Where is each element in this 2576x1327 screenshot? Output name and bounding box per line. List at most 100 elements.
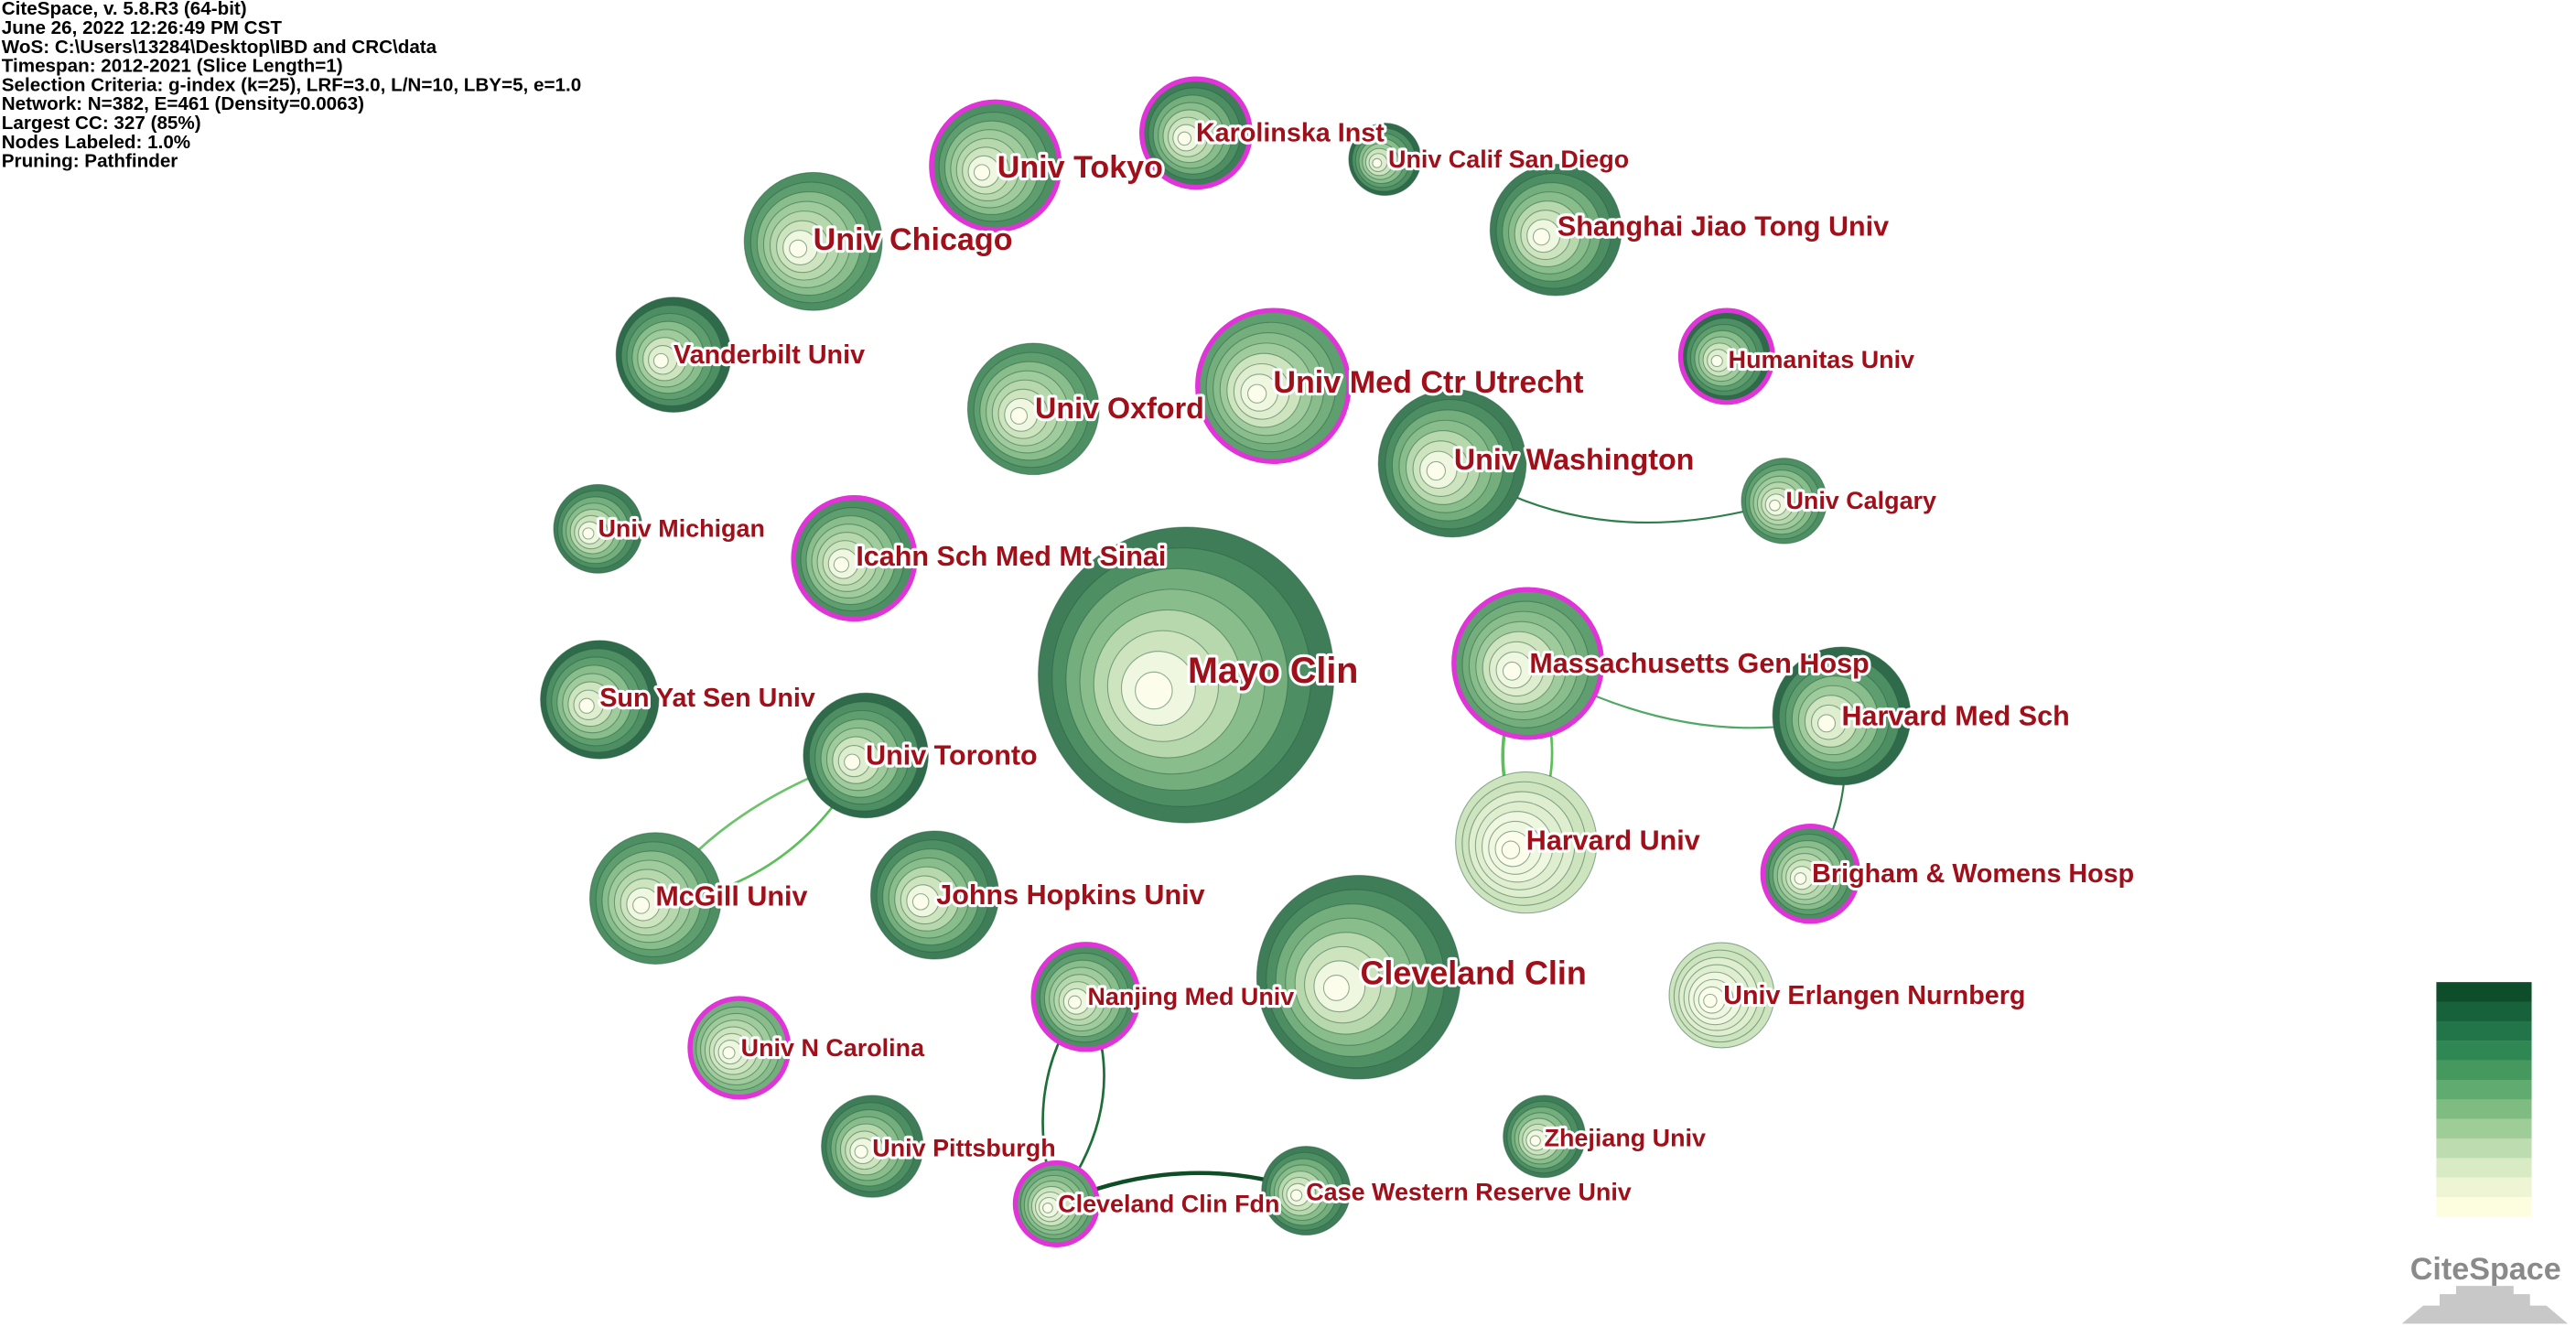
node-ring: [1042, 1203, 1053, 1214]
header: CiteSpace, v. 5.8.R3 (64-bit)June 26, 20…: [2, 0, 581, 172]
node-ring: [582, 527, 595, 540]
node-label: Univ Chicago: [814, 222, 1013, 257]
node: [1348, 123, 1422, 197]
node-label: Cleveland Clin Fdn: [1058, 1190, 1279, 1217]
legend-swatch: [2436, 1079, 2532, 1100]
node-label: Univ Med Ctr Utrecht: [1273, 365, 1583, 400]
node-ring: [1769, 499, 1781, 512]
header-line: Largest CC: 327 (85%): [2, 113, 201, 134]
node-label: Brigham & Womens Hosp: [1812, 859, 2134, 889]
header-line: Pruning: Pathfinder: [2, 151, 178, 172]
node-ring: [1426, 460, 1446, 481]
node-ring: [1502, 661, 1522, 681]
centrality-ring: [1030, 942, 1141, 1052]
legend-swatch: [2436, 1001, 2532, 1022]
nodes: [540, 76, 1912, 1247]
labels: Karolinska Inst Univ Tokyo Univ Calif San …: [595, 116, 2137, 1221]
node: [869, 830, 1000, 960]
node-ring: [1817, 714, 1836, 733]
centrality-ring: [929, 99, 1062, 232]
node: [791, 495, 918, 622]
legend-swatch: [2436, 1099, 2532, 1119]
legend-swatch: [2436, 1138, 2532, 1159]
node-label: Univ Pittsburgh: [872, 1134, 1055, 1161]
node: [1139, 76, 1253, 190]
node: [1195, 307, 1352, 464]
node-label: Harvard Univ: [1526, 825, 1700, 857]
node-label: Univ Toronto: [866, 739, 1038, 771]
centrality-ring: [1677, 307, 1775, 405]
header-line: Nodes Labeled: 1.0%: [2, 132, 190, 153]
legend-swatch: [2436, 1118, 2532, 1139]
header-line: CiteSpace, v. 5.8.R3 (64-bit): [2, 0, 247, 19]
node-label: Humanitas Univ: [1729, 346, 1914, 373]
legend-swatch: [2436, 1060, 2532, 1081]
node-label: Cleveland Clin: [1360, 955, 1586, 991]
node-ring: [1322, 974, 1350, 1001]
legend-swatch: [2436, 982, 2532, 1002]
node: [1772, 646, 1912, 786]
node-label: Icahn Sch Med Mt Sinai: [856, 541, 1166, 572]
node: [1256, 874, 1461, 1080]
node-label: Mayo Clin: [1188, 651, 1358, 691]
node-label: Shanghai Jiao Tong Univ: [1557, 211, 1889, 243]
node-label: Univ Calgary: [1785, 487, 1936, 514]
node-ring: [1135, 671, 1173, 710]
node-ring: [1529, 1135, 1541, 1147]
centrality-ring: [1139, 76, 1253, 190]
centrality-ring: [1760, 823, 1861, 924]
node-label: Johns Hopkins Univ: [936, 879, 1204, 911]
node-ring: [1247, 383, 1267, 404]
legend-swatch: [2436, 1020, 2532, 1041]
centrality-ring: [687, 996, 792, 1100]
node: [1377, 388, 1527, 538]
centrality-ring: [791, 495, 918, 622]
node: [687, 996, 792, 1100]
node: [615, 297, 732, 413]
node-label: Karolinska Inst: [1196, 119, 1385, 148]
centrality-ring: [1195, 307, 1352, 464]
node-ring: [1010, 406, 1029, 425]
node-label: Massachusetts Gen Hosp: [1529, 648, 1869, 679]
node-ring: [1372, 157, 1383, 168]
node: [540, 640, 660, 760]
node-ring: [844, 753, 861, 771]
node-ring: [632, 896, 651, 914]
legend-swatch: [2436, 1158, 2532, 1178]
node: [966, 342, 1100, 476]
header-line: WoS: C:\Users\13284\Desktop\IBD and CRC\…: [2, 37, 437, 58]
node: [553, 483, 643, 574]
logo-icon: [2401, 1286, 2569, 1324]
node: [588, 832, 722, 965]
node-label: Univ Erlangen Nurnberg: [1723, 981, 2025, 1010]
color-legend: [2436, 982, 2532, 1217]
node: [1503, 1095, 1586, 1179]
node: [1455, 771, 1598, 914]
logo-text: CiteSpace: [2410, 1252, 2561, 1287]
node-ring: [722, 1046, 736, 1060]
header-line: Network: N=382, E=461 (Density=0.0063): [2, 93, 364, 114]
node-label: Univ N Carolina: [741, 1034, 925, 1062]
node: [803, 692, 929, 819]
node-label: Zhejiang Univ: [1545, 1125, 1706, 1152]
node-label: McGill Univ: [655, 881, 807, 912]
node-ring: [578, 697, 595, 714]
node: [1451, 587, 1605, 740]
node: [1030, 942, 1141, 1052]
node: [1038, 526, 1335, 824]
legend-swatch: [2436, 1197, 2532, 1217]
node-ring: [833, 556, 850, 573]
header-line: Timespan: 2012-2021 (Slice Length=1): [2, 56, 343, 77]
node: [1741, 458, 1827, 545]
node-ring: [652, 352, 669, 369]
node-ring: [1501, 840, 1521, 859]
logo: CiteSpace: [2401, 1252, 2569, 1324]
node-ring: [1710, 354, 1723, 368]
legend-swatch: [2436, 1177, 2532, 1198]
node-label: Univ Washington: [1454, 443, 1695, 476]
node-ring: [1068, 995, 1083, 1009]
node-ring: [1703, 993, 1718, 1009]
node: [1668, 942, 1775, 1049]
node: [1489, 163, 1622, 297]
